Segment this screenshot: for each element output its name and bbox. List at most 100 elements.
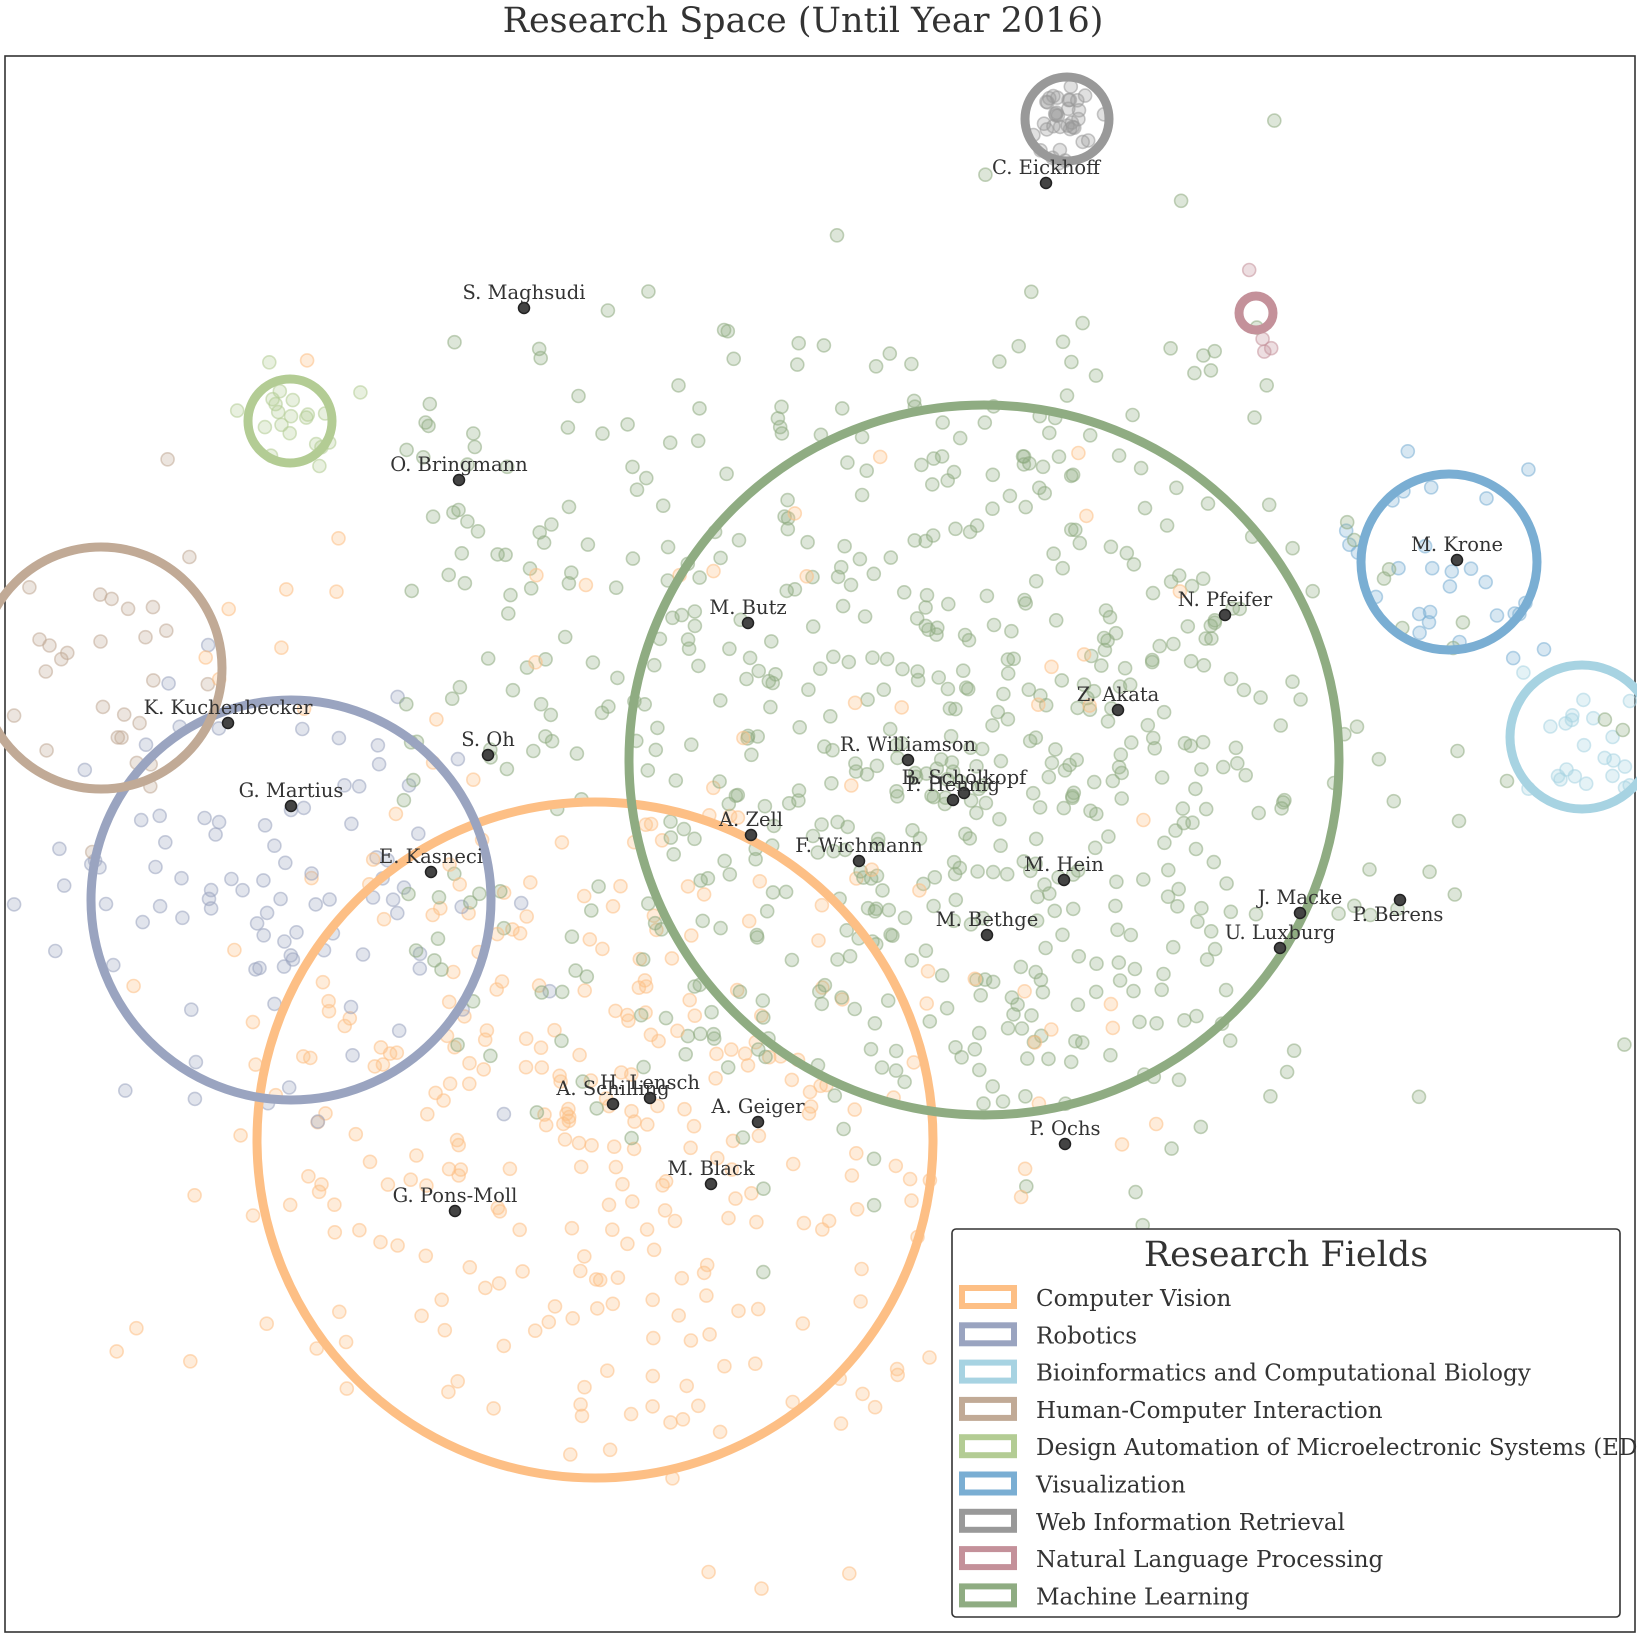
- scatter-point: [757, 798, 773, 814]
- scatter-point: [1223, 904, 1239, 920]
- scatter-point: [1042, 886, 1057, 901]
- scatter-point: [835, 598, 851, 614]
- scatter-point: [1028, 573, 1044, 589]
- scatter-point: [1199, 952, 1215, 967]
- scatter-point: [1516, 665, 1531, 680]
- scatter-point: [583, 903, 599, 918]
- scatter-point: [920, 963, 936, 979]
- scatter-point: [430, 931, 446, 947]
- scatter-point: [281, 1080, 297, 1095]
- scatter-point: [720, 323, 736, 339]
- scatter-point: [595, 941, 610, 957]
- scatter-point: [282, 1197, 298, 1213]
- scatter-point: [1013, 959, 1029, 975]
- scatter-point: [647, 915, 663, 931]
- scatter-point: [840, 455, 855, 470]
- scatter-point: [1606, 753, 1621, 768]
- scatter-point: [562, 1447, 578, 1462]
- scatter-point: [1024, 284, 1039, 300]
- scatter-point: [638, 470, 654, 486]
- scatter-point: [741, 913, 757, 929]
- scatter-point: [187, 1091, 203, 1107]
- scatter-point: [591, 879, 606, 894]
- scatter-point: [940, 681, 956, 697]
- scatter-point: [465, 772, 481, 788]
- scatter-point: [940, 596, 956, 612]
- scatter-point: [412, 961, 428, 976]
- scatter-point: [836, 1121, 851, 1137]
- field-ring-design-automation-of-microelectronic-systems-eda-: [243, 374, 337, 468]
- scatter-point: [1597, 750, 1612, 766]
- scatter-point: [817, 977, 833, 993]
- scatter-point: [572, 1047, 587, 1063]
- scatter-point: [638, 817, 654, 833]
- scatter-point: [681, 641, 697, 657]
- researcher-label: P. Ochs: [1029, 1117, 1100, 1140]
- scatter-point: [1111, 448, 1127, 463]
- scatter-point: [967, 971, 983, 987]
- scatter-point: [601, 699, 616, 714]
- scatter-point: [211, 814, 227, 830]
- scatter-point: [1267, 113, 1282, 128]
- scatter-point: [924, 788, 939, 804]
- scatter-point: [1505, 650, 1521, 666]
- researcher-dot: [901, 753, 915, 767]
- scatter-point: [188, 1054, 204, 1070]
- scatter-point: [778, 884, 794, 900]
- scatter-point: [663, 814, 678, 829]
- scatter-point: [671, 378, 686, 393]
- scatter-point: [651, 1033, 666, 1049]
- scatter-point: [935, 415, 951, 430]
- scatter-point: [159, 623, 174, 639]
- scatter-point: [573, 1159, 589, 1175]
- scatter-point: [646, 657, 662, 673]
- scatter-point: [910, 672, 926, 688]
- scatter-point: [816, 338, 832, 353]
- scatter-point: [601, 1197, 617, 1213]
- scatter-point: [1101, 829, 1116, 844]
- researcher-dot: [284, 799, 298, 813]
- scatter-point: [624, 1194, 640, 1209]
- scatter-point: [338, 1334, 354, 1350]
- scatter-point: [784, 952, 800, 968]
- scatter-point: [446, 505, 461, 520]
- scatter-point: [1066, 785, 1082, 801]
- scatter-point: [52, 841, 67, 857]
- scatter-point: [1236, 682, 1252, 698]
- scatter-point: [816, 739, 832, 754]
- scatter-point: [182, 549, 197, 565]
- scatter-point: [114, 730, 129, 745]
- scatter-point: [657, 1203, 673, 1218]
- scatter-point: [636, 1059, 651, 1075]
- scatter-point: [342, 1010, 358, 1026]
- scatter-point: [486, 1401, 501, 1416]
- scatter-point: [1177, 1012, 1192, 1028]
- scatter-point: [1159, 518, 1175, 533]
- scatter-point: [1222, 1033, 1238, 1048]
- scatter-point: [693, 873, 709, 888]
- scatter-point: [534, 985, 550, 1000]
- scatter-point: [315, 974, 331, 990]
- scatter-point: [633, 1007, 649, 1023]
- scatter-point: [523, 580, 539, 596]
- scatter-point: [437, 1322, 453, 1338]
- scatter-point: [692, 1026, 708, 1042]
- scatter-point: [302, 1050, 318, 1066]
- scatter-point: [859, 766, 875, 782]
- scatter-point: [561, 499, 577, 515]
- scatter-point: [47, 943, 63, 959]
- scatter-point: [274, 417, 289, 433]
- scatter-point: [1111, 759, 1127, 775]
- scatter-point: [1536, 641, 1552, 657]
- scatter-point: [321, 993, 336, 1009]
- scatter-point: [663, 830, 679, 845]
- scatter-point: [963, 740, 978, 756]
- scatter-point: [1144, 654, 1160, 670]
- scatter-point: [449, 1132, 465, 1148]
- scatter-point: [992, 354, 1007, 369]
- scatter-point: [344, 816, 359, 832]
- scatter-point: [447, 334, 462, 350]
- scatter-point: [432, 900, 448, 916]
- scatter-point: [337, 777, 352, 793]
